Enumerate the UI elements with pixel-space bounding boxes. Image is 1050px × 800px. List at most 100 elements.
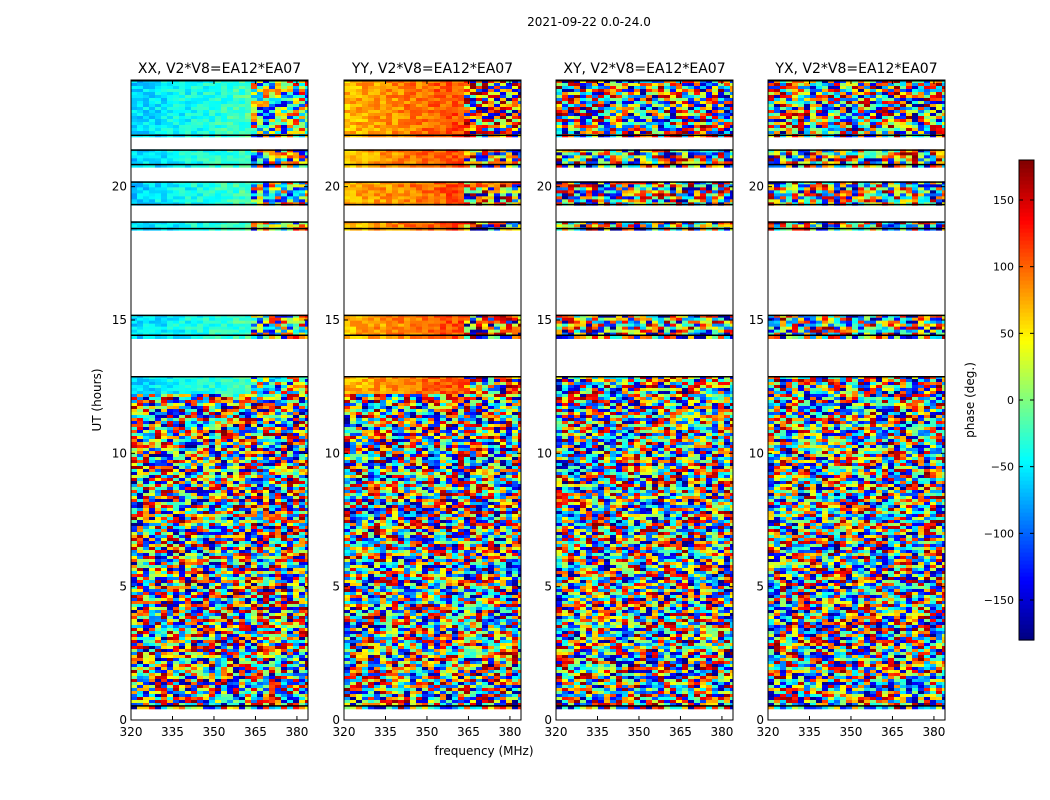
heatmap-cell (239, 187, 245, 191)
heatmap-cell (269, 541, 275, 545)
heatmap-cell (257, 571, 263, 575)
heatmap-cell (179, 110, 185, 114)
heatmap-cell (167, 460, 173, 464)
heatmap-cell (191, 430, 197, 434)
heatmap-cell (131, 119, 137, 123)
heatmap-cell (257, 403, 263, 407)
heatmap-cell (209, 89, 215, 93)
heatmap-cell (245, 532, 251, 536)
heatmap-cell (161, 562, 167, 566)
heatmap-cell (251, 190, 257, 194)
heatmap-cell (257, 625, 263, 629)
heatmap-cell (263, 314, 269, 318)
heatmap-cell (173, 436, 179, 440)
heatmap-cell (263, 454, 269, 458)
heatmap-cell (362, 385, 368, 389)
heatmap-cell (131, 685, 137, 689)
heatmap-cell (257, 688, 263, 692)
heatmap-cell (281, 643, 287, 647)
heatmap-cell (245, 511, 251, 515)
heatmap-cell (257, 433, 263, 437)
heatmap-cell (149, 469, 155, 473)
heatmap-cell (191, 631, 197, 635)
heatmap-cell (191, 532, 197, 536)
heatmap-cell (221, 556, 227, 560)
heatmap-cell (149, 107, 155, 111)
heatmap-cell (185, 643, 191, 647)
heatmap-cell (239, 580, 245, 584)
heatmap-cell (227, 631, 233, 635)
heatmap-cell (215, 625, 221, 629)
heatmap-cell (287, 445, 293, 449)
heatmap-cell (137, 586, 143, 590)
heatmap-cell (305, 667, 308, 671)
heatmap-cell (293, 607, 299, 611)
heatmap-cell (215, 326, 221, 330)
heatmap-cell (257, 164, 263, 168)
heatmap-cell (287, 637, 293, 641)
heatmap-cell (167, 613, 173, 617)
heatmap-cell (305, 481, 308, 485)
heatmap-cell (293, 628, 299, 632)
heatmap-cell (167, 571, 173, 575)
heatmap-cell (149, 667, 155, 671)
heatmap-cell (131, 98, 137, 102)
heatmap-cell (251, 388, 257, 392)
heatmap-cell (233, 610, 239, 614)
heatmap-cell (257, 323, 263, 327)
heatmap-cell (281, 493, 287, 497)
heatmap-cell (257, 472, 263, 476)
heatmap-cell (281, 640, 287, 644)
heatmap-cell (305, 577, 308, 581)
heatmap-cell (275, 505, 281, 509)
heatmap-cell (275, 101, 281, 105)
heatmap-cell (209, 149, 215, 153)
heatmap-cell (167, 98, 173, 102)
heatmap-cell (167, 646, 173, 650)
heatmap-cell (173, 616, 179, 620)
heatmap-cell (149, 412, 155, 416)
heatmap-cell (269, 538, 275, 542)
heatmap-cell (245, 161, 251, 165)
heatmap-cell (197, 577, 203, 581)
heatmap-cell (275, 538, 281, 542)
heatmap-cell (161, 397, 167, 401)
heatmap-cell (305, 529, 308, 533)
heatmap-cell (197, 481, 203, 485)
heatmap-cell (257, 152, 263, 156)
heatmap-cell (287, 592, 293, 596)
heatmap-cell (227, 224, 233, 228)
heatmap-cell (161, 409, 167, 413)
heatmap-cell (203, 439, 209, 443)
heatmap-cell (173, 400, 179, 404)
heatmap-cell (167, 589, 173, 593)
heatmap-cell (167, 655, 173, 659)
heatmap-cell (203, 505, 209, 509)
heatmap-cell (197, 196, 203, 200)
heatmap-cell (191, 382, 197, 386)
heatmap-cell (269, 119, 275, 123)
heatmap-cell (215, 634, 221, 638)
heatmap-cell (155, 553, 161, 557)
heatmap-cell (191, 673, 197, 677)
heatmap-cell (209, 571, 215, 575)
heatmap-cell (275, 580, 281, 584)
heatmap-cell (263, 601, 269, 605)
heatmap-cell (137, 541, 143, 545)
heatmap-cell (512, 391, 518, 395)
heatmap-cell (305, 484, 308, 488)
heatmap-cell (167, 158, 173, 162)
heatmap-cell (227, 628, 233, 632)
heatmap-cell (305, 388, 308, 392)
heatmap-cell (281, 631, 287, 635)
heatmap-cell (281, 329, 287, 333)
heatmap-cell (149, 199, 155, 203)
heatmap-cell (269, 460, 275, 464)
heatmap-cell (215, 538, 221, 542)
heatmap-cell (131, 122, 137, 126)
heatmap-cell (179, 586, 185, 590)
heatmap-cell (173, 457, 179, 461)
heatmap-cell (209, 388, 215, 392)
heatmap-cell (131, 532, 137, 536)
heatmap-cell (167, 161, 173, 165)
